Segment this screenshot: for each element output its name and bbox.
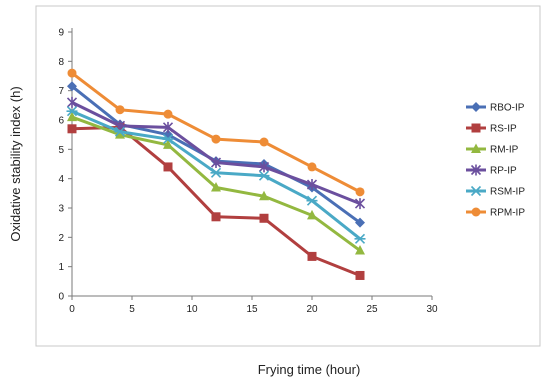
y-tick-label: 3 [58, 204, 64, 215]
series-rsm-ip [66, 106, 366, 244]
series-rm-ip [67, 111, 365, 255]
legend-item-rpm-ip: RPM-IP [466, 207, 525, 219]
x-tick-label: 5 [129, 304, 135, 315]
y-axis-title: Oxidative stability index (h) [8, 86, 23, 241]
x-tick-label: 20 [306, 304, 318, 315]
data-point-rpm-ip [67, 68, 77, 78]
legend-marker-rp-ip [470, 164, 482, 176]
data-point-rbo-ip [355, 217, 365, 228]
data-point-rsm-ip [306, 195, 318, 206]
series-rpm-ip [67, 68, 365, 197]
data-point-rm-ip [163, 139, 173, 149]
data-point-rm-ip [115, 129, 125, 139]
series-rp-ip [66, 96, 366, 210]
data-point-rsm-ip [210, 167, 222, 178]
data-point-rp-ip [306, 179, 318, 191]
legend-label-rbo-ip: RBO-IP [490, 103, 525, 114]
y-tick-label: 9 [58, 28, 64, 39]
x-tick-label: 15 [246, 304, 258, 315]
y-tick-label: 1 [58, 262, 64, 273]
data-point-rm-ip [211, 181, 221, 192]
data-point-rsm-ip [354, 233, 366, 244]
data-point-rpm-ip [259, 137, 269, 147]
data-point-rp-ip [66, 96, 78, 108]
data-point-rs-ip [211, 212, 221, 222]
y-tick-label: 2 [58, 233, 64, 244]
data-point-rm-ip [307, 209, 317, 220]
y-tick-label: 6 [58, 116, 64, 127]
data-point-rsm-ip [162, 134, 174, 145]
legend-marker-rbo-ip [471, 102, 481, 112]
data-point-rp-ip [258, 161, 270, 173]
legend-item-rbo-ip: RBO-IP [466, 102, 525, 114]
data-point-rpm-ip [211, 134, 221, 144]
legend-item-rm-ip: RM-IP [466, 143, 519, 156]
data-point-rm-ip [259, 190, 269, 201]
y-tick-label: 7 [58, 86, 64, 97]
x-tick-label: 25 [366, 304, 378, 315]
legend-item-rs-ip: RS-IP [466, 123, 517, 135]
x-tick-label: 30 [426, 304, 438, 315]
y-tick-label: 0 [58, 292, 64, 303]
data-point-rm-ip [355, 245, 365, 255]
x-tick-label: 10 [186, 304, 198, 315]
legend-label-rm-ip: RM-IP [490, 145, 519, 156]
data-point-rs-ip [307, 251, 317, 261]
y-tick-label: 5 [58, 145, 64, 156]
legend-marker-rm-ip [471, 143, 481, 153]
y-tick-label: 8 [58, 57, 64, 68]
data-point-rs-ip [67, 124, 77, 134]
legend-label-rpm-ip: RPM-IP [490, 208, 525, 219]
data-point-rsm-ip [66, 106, 78, 117]
legend-label-rsm-ip: RSM-IP [490, 187, 525, 198]
data-point-rs-ip [163, 162, 173, 172]
data-point-rpm-ip [163, 109, 173, 119]
legend-item-rsm-ip: RSM-IP [466, 185, 525, 198]
x-axis-title: Frying time (hour) [258, 362, 361, 377]
data-point-rpm-ip [307, 162, 317, 172]
data-point-rp-ip [210, 157, 222, 169]
data-point-rp-ip [354, 198, 366, 210]
data-point-rbo-ip [67, 81, 77, 92]
legend-marker-rs-ip [471, 123, 481, 133]
data-point-rp-ip [162, 121, 174, 133]
data-point-rsm-ip [258, 170, 270, 181]
data-point-rm-ip [67, 111, 77, 122]
data-point-rsm-ip [114, 126, 126, 137]
data-point-rs-ip [355, 270, 365, 280]
data-point-rpm-ip [355, 187, 365, 197]
legend-label-rs-ip: RS-IP [490, 124, 517, 135]
legend-marker-rsm-ip [470, 185, 482, 197]
data-point-rs-ip [259, 213, 269, 223]
x-tick-label: 0 [69, 304, 75, 315]
legend-label-rp-ip: RP-IP [490, 166, 517, 177]
legend-marker-rpm-ip [471, 207, 481, 217]
legend-item-rp-ip: RP-IP [466, 164, 517, 177]
y-tick-label: 4 [58, 174, 64, 185]
data-point-rpm-ip [115, 105, 125, 115]
